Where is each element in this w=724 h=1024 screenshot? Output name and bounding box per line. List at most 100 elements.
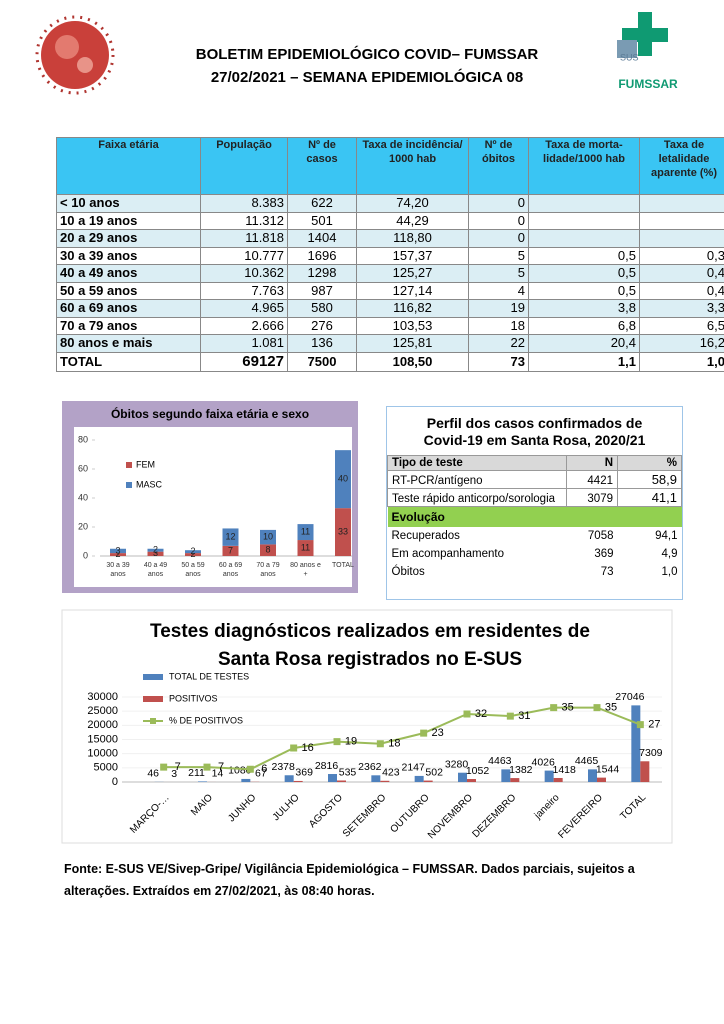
data-label: 1382	[509, 764, 533, 776]
y-tick-label: 60	[78, 463, 88, 473]
line-marker	[593, 704, 601, 712]
data-label: 4026	[531, 756, 555, 768]
profile-header-cell: N	[566, 455, 618, 471]
x-tick-label: 40 a 49 anos	[143, 562, 168, 578]
data-label: 423	[382, 767, 400, 779]
table-cell: 16,2	[639, 334, 724, 353]
table-cell: 80 anos e mais	[56, 334, 201, 353]
data-label: 16	[302, 742, 314, 754]
bar-segment	[335, 508, 351, 556]
legend-label: TOTAL DE TESTES	[169, 671, 249, 681]
line-marker	[636, 721, 644, 729]
data-label: 35	[562, 702, 574, 714]
evolution-cell: 369	[594, 548, 614, 560]
line-marker	[290, 744, 298, 752]
data-label: 535	[339, 766, 357, 778]
line-marker	[160, 763, 168, 771]
header-cell: Taxa de incidência/ 1000 hab	[356, 137, 469, 195]
x-tick-label: 70 a 79 anos	[256, 562, 280, 578]
data-label: 2	[190, 549, 195, 559]
x-tick-label: 50 a 59 anos	[181, 562, 205, 578]
profile-cell: 58,9	[617, 470, 682, 489]
table-cell: 2.666	[200, 316, 288, 335]
table-row: 10 a 19 anos 11.312 501 44,29 0	[56, 211, 724, 230]
total-cell: 73	[468, 351, 529, 372]
bar-segment	[222, 545, 239, 556]
table-cell: 580	[287, 299, 357, 318]
data-label: 8	[265, 545, 270, 555]
table-cell: 6,8	[528, 316, 640, 335]
table-cell: 127,14	[356, 281, 469, 300]
chart1-title: Óbitos segundo faixa etária e sexo	[111, 406, 309, 421]
header-row: Faixa etária População Nº de casos Taxa de …	[56, 137, 724, 195]
bar	[467, 779, 476, 782]
profile-table: Tipo de teste N% RT-PCR/antígeno 4421 58,9 Te…	[387, 455, 682, 581]
table-cell: 7.763	[200, 281, 288, 300]
bar	[588, 769, 597, 782]
data-label: 3	[153, 548, 158, 558]
evolution-cell: 7058	[587, 530, 614, 542]
data-label: 2	[190, 546, 195, 556]
bar-segment	[297, 524, 314, 541]
legend-label: MASC	[136, 479, 163, 489]
data-label: 23	[432, 727, 444, 739]
y-tick-label: 80	[78, 434, 88, 444]
data-label: 2147	[401, 762, 425, 774]
header-cell: Nº de óbitos	[468, 137, 529, 195]
header-cell: Taxa de letalidade aparente (%)	[639, 137, 724, 195]
data-label: 369	[295, 767, 313, 779]
table-cell: 0,5	[528, 281, 640, 300]
header-cell: Nº de casos	[287, 137, 357, 195]
table-cell: 116,82	[356, 299, 469, 318]
data-label: 6	[261, 763, 267, 775]
data-label: 18	[388, 738, 400, 750]
y-tick-label: 40	[78, 492, 88, 502]
data-label: 11	[301, 542, 310, 552]
bar	[553, 777, 563, 782]
bar-segment	[222, 528, 239, 546]
x-tick-label: 60 a 69 anos	[218, 562, 243, 578]
profile-cell: 3079	[566, 488, 618, 507]
table-cell: 0,3	[639, 246, 724, 265]
logo: SUS FUMSSAR	[617, 12, 678, 91]
profile-header-cell: Tipo de teste	[387, 455, 567, 471]
evolution-cell: Em acompanhamento	[391, 548, 505, 560]
profile-cell: RT-PCR/antígeno	[387, 470, 567, 489]
data-label: 7	[218, 761, 224, 773]
table-cell: 276	[287, 316, 357, 335]
table-cell: 70 a 79 anos	[56, 316, 201, 335]
data-label: 7	[175, 761, 181, 773]
table-cell: 10.777	[200, 246, 288, 265]
logo-name: FUMSSAR	[618, 77, 678, 91]
data-label: 35	[605, 702, 617, 714]
bar	[337, 780, 346, 782]
table-row: 80 anos e mais 1.081 136 125,81 22 20,4 16,2	[56, 334, 724, 353]
profile-cell: Teste rápido anticorpo/sorologia	[387, 488, 567, 507]
bar	[544, 770, 554, 782]
x-tick-label: 30 a 39 anos	[106, 562, 130, 578]
data-label: 211	[188, 767, 205, 779]
data-label: 502	[425, 766, 443, 778]
table-row: 50 a 59 anos 7.763 987 127,14 4 0,5 0,4	[56, 281, 724, 300]
y-tick-label: 30000	[87, 691, 118, 703]
x-tick-label: TOTAL	[332, 562, 354, 569]
data-label: 46	[147, 768, 159, 780]
evolution-row: Recuperados 7058 94,1	[388, 527, 682, 545]
data-label: 12	[225, 532, 235, 542]
table-cell: 50 a 59 anos	[56, 281, 201, 300]
table-cell: 1404	[287, 229, 357, 248]
table-cell: 30 a 39 anos	[56, 246, 201, 265]
legend-label: POSITIVOS	[169, 693, 218, 703]
chart1-plot	[74, 427, 352, 587]
table-cell	[528, 229, 640, 248]
y-tick-label: 20000	[87, 719, 118, 731]
x-tick-label: 80 anos e +	[290, 562, 321, 578]
bar	[458, 772, 467, 782]
table-cell: 11.818	[200, 229, 288, 248]
table-cell	[639, 194, 724, 213]
legend-label: % DE POSITIVOS	[169, 715, 243, 725]
table-cell: 10 a 19 anos	[56, 211, 201, 230]
header-cell: Taxa de morta-lidade/1000 hab	[528, 137, 640, 195]
table-cell: 5	[468, 246, 529, 265]
